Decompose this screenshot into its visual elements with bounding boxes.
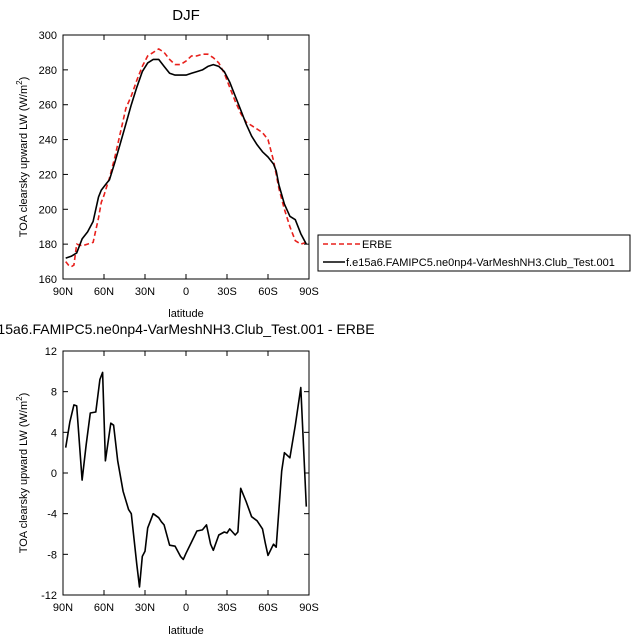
chart-bottom-series-line-0 <box>64 371 308 588</box>
chart-bottom-y-tick-label: 12 <box>45 346 57 358</box>
chart-bottom-y-axis-label-main: TOA clearsky upward LW (W/m <box>18 401 30 553</box>
chart-top-title: DJF <box>172 7 200 24</box>
chart-top-y-tick-label: 300 <box>39 30 57 42</box>
chart-bottom-x-tick-label: 0 <box>183 602 189 614</box>
chart-bottom-title: 15a6.FAMIPC5.ne0np4-VarMeshNH3.Club_Test… <box>0 321 375 337</box>
chart-bottom-y-tick-label: -12 <box>41 590 57 602</box>
chart-bottom-x-tick-label: 30N <box>135 602 155 614</box>
chart-top-y-axis-label-main: TOA clearsky upward LW (W/m <box>18 85 30 237</box>
chart-bottom-x-tick-label: 60S <box>258 602 278 614</box>
chart-top-series-line-0 <box>65 48 307 268</box>
chart-top-y-tick-label: 180 <box>39 239 57 251</box>
chart-top-x-tick-label: 60S <box>258 286 278 298</box>
chart-bottom-y-axis-label: TOA clearsky upward LW (W/m2) <box>15 393 30 554</box>
chart-bottom: 15a6.FAMIPC5.ne0np4-VarMeshNH3.Club_Test… <box>0 321 375 637</box>
chart-top-y-tick-label: 160 <box>39 274 57 286</box>
chart-bottom-x-tick-label: 90N <box>53 602 73 614</box>
chart-top-y-axis-label-close: ) <box>18 77 30 81</box>
chart-top-y-tick-label: 220 <box>39 169 57 181</box>
chart-top-y-axis-label-sup: 2 <box>15 80 24 85</box>
chart-bottom-x-axis-label: latitude <box>168 625 203 637</box>
chart-top-series <box>65 48 308 268</box>
chart-bottom-series <box>64 371 308 588</box>
chart-bottom-y-tick-label: -4 <box>47 509 57 521</box>
chart-top-series-line-1 <box>65 58 308 259</box>
chart-top-x-tick-label: 90S <box>299 286 319 298</box>
chart-bottom-x-tick-label: 90S <box>299 602 319 614</box>
chart-top-y-tick-label: 260 <box>39 100 57 112</box>
chart-bottom-y-tick-label: 0 <box>51 468 57 480</box>
chart-top-y-axis-label: TOA clearsky upward LW (W/m2) <box>15 77 30 238</box>
chart-bottom-x-tick-label: 60N <box>94 602 114 614</box>
legend-box <box>317 234 631 272</box>
chart-bottom-x-tick-label: 30S <box>217 602 237 614</box>
chart-top-x-tick-label: 30N <box>135 286 155 298</box>
chart-top-legend: ERBE f.e15a6.FAMIPC5.ne0np4-VarMeshNH3.C… <box>317 234 631 272</box>
chart-top-x-tick-label: 60N <box>94 286 114 298</box>
legend-label-erbe: ERBE <box>362 239 392 251</box>
chart-bottom-y-tick-label: -8 <box>47 549 57 561</box>
legend-label-model: f.e15a6.FAMIPC5.ne0np4-VarMeshNH3.Club_T… <box>346 257 615 269</box>
chart-top-y-ticks: 160 180 200 220 240 260 280 300 <box>39 30 309 286</box>
chart-top: DJF 160 180 200 220 240 260 280 300 90N 60N 30N 0 3… <box>15 7 319 320</box>
chart-top-x-axis-label: latitude <box>168 308 203 320</box>
chart-top-y-tick-label: 280 <box>39 65 57 77</box>
chart-bottom-plot-frame <box>62 350 310 596</box>
chart-bottom-y-axis-label-sup: 2 <box>15 396 24 401</box>
chart-top-y-tick-label: 200 <box>39 204 57 216</box>
chart-top-x-tick-label: 90N <box>53 286 73 298</box>
chart-bottom-y-axis-label-close: ) <box>18 393 30 397</box>
chart-top-x-tick-label: 30S <box>217 286 237 298</box>
chart-bottom-y-ticks: -12 -8 -4 0 4 8 12 <box>41 346 309 602</box>
chart-bottom-y-tick-label: 8 <box>51 387 57 399</box>
chart-top-x-ticks: 90N 60N 30N 0 30S 60S 90S <box>53 35 319 298</box>
chart-top-x-tick-label: 0 <box>183 286 189 298</box>
chart-top-y-tick-label: 240 <box>39 135 57 147</box>
chart-bottom-x-ticks: 90N 60N 30N 0 30S 60S 90S <box>53 351 319 614</box>
chart-bottom-y-tick-label: 4 <box>51 427 57 439</box>
